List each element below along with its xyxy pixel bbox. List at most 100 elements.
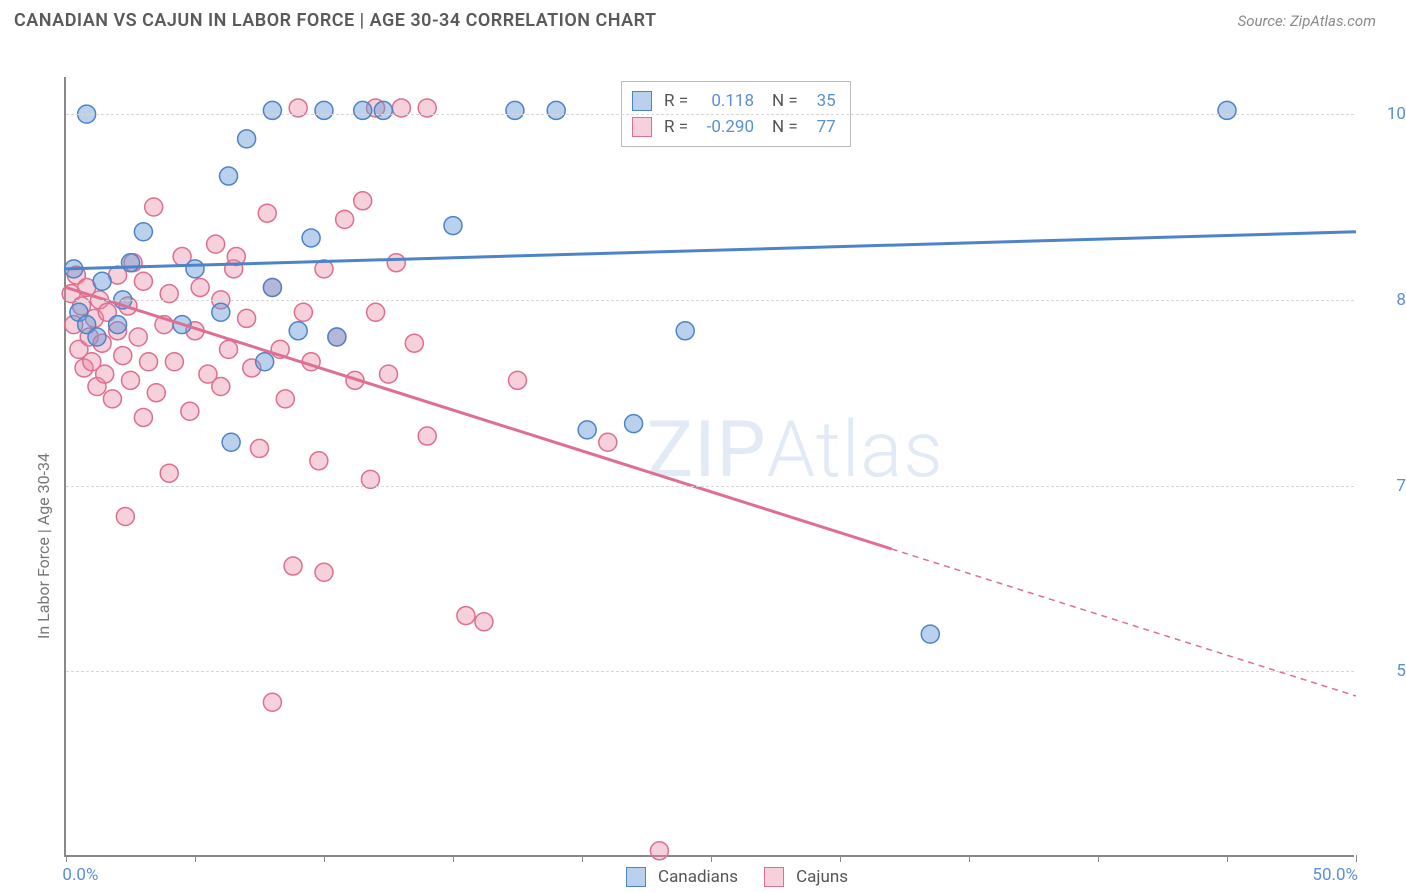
stats-row-cajuns: R = -0.290 N = 77 — [632, 114, 836, 140]
legend-swatch-canadians — [626, 867, 646, 887]
data-point-canadians — [88, 328, 106, 346]
x-tick — [66, 855, 67, 862]
data-point-canadians — [578, 421, 596, 439]
x-tick-label: 50.0% — [1312, 865, 1358, 885]
plot-area: ZIPAtlas R =0.118N =35R =-0.290N =77 Can… — [64, 77, 1354, 857]
bottom-legend: Canadians Cajuns — [626, 867, 848, 887]
data-point-cajuns — [367, 303, 385, 321]
x-tick — [840, 855, 841, 862]
x-tick — [1227, 855, 1228, 862]
data-point-canadians — [302, 229, 320, 247]
y-tick-label: 55.0% — [1396, 661, 1406, 681]
r-value-canadians: 0.118 — [696, 88, 754, 114]
n-label: N = — [772, 88, 798, 114]
source-label: Source: ZipAtlas.com — [1238, 12, 1376, 30]
n-label: N = — [772, 114, 798, 140]
data-point-cajuns — [650, 842, 668, 860]
data-point-cajuns — [134, 272, 152, 290]
x-tick — [969, 855, 970, 862]
y-tick-label: 100.0% — [1387, 104, 1406, 124]
data-point-canadians — [256, 353, 274, 371]
r-value-cajuns: -0.290 — [696, 114, 754, 140]
data-point-cajuns — [258, 204, 276, 222]
data-point-canadians — [506, 101, 524, 119]
data-point-cajuns — [220, 340, 238, 358]
data-point-canadians — [134, 223, 152, 241]
data-point-cajuns — [294, 303, 312, 321]
plot-svg — [66, 77, 1356, 857]
data-point-canadians — [109, 316, 127, 334]
data-point-cajuns — [212, 378, 230, 396]
data-point-cajuns — [238, 309, 256, 327]
data-point-cajuns — [509, 371, 527, 389]
y-tick-label: 85.0% — [1396, 290, 1406, 310]
legend-swatch-cajuns — [764, 867, 784, 887]
gridline — [66, 300, 1354, 301]
data-point-cajuns — [129, 328, 147, 346]
data-point-cajuns — [145, 198, 163, 216]
data-point-cajuns — [116, 508, 134, 526]
data-point-canadians — [315, 101, 333, 119]
data-point-canadians — [212, 303, 230, 321]
data-point-canadians — [263, 278, 281, 296]
data-point-cajuns — [263, 693, 281, 711]
data-point-canadians — [374, 101, 392, 119]
data-point-cajuns — [103, 390, 121, 408]
data-point-canadians — [222, 433, 240, 451]
data-point-canadians — [921, 625, 939, 643]
data-point-cajuns — [315, 563, 333, 581]
data-point-cajuns — [336, 210, 354, 228]
data-point-cajuns — [405, 334, 423, 352]
data-point-canadians — [444, 217, 462, 235]
data-point-cajuns — [284, 557, 302, 575]
gridline — [66, 114, 1354, 115]
data-point-cajuns — [165, 353, 183, 371]
x-tick — [195, 855, 196, 862]
data-point-canadians — [328, 328, 346, 346]
data-point-canadians — [547, 101, 565, 119]
data-point-cajuns — [160, 464, 178, 482]
data-point-canadians — [354, 101, 372, 119]
legend-item-canadians: Canadians — [626, 867, 738, 887]
x-tick — [1098, 855, 1099, 862]
data-point-canadians — [238, 130, 256, 148]
data-point-cajuns — [387, 254, 405, 272]
legend-item-cajuns: Cajuns — [764, 867, 848, 887]
regression-line-canadians — [66, 232, 1356, 269]
data-point-cajuns — [354, 192, 372, 210]
data-point-canadians — [186, 260, 204, 278]
data-point-cajuns — [207, 235, 225, 253]
data-point-cajuns — [276, 390, 294, 408]
n-value-cajuns: 77 — [806, 114, 836, 140]
gridline — [66, 671, 1354, 672]
x-tick — [582, 855, 583, 862]
data-point-cajuns — [147, 384, 165, 402]
data-point-cajuns — [599, 433, 617, 451]
data-point-canadians — [263, 101, 281, 119]
data-point-cajuns — [380, 365, 398, 383]
data-point-cajuns — [475, 613, 493, 631]
data-point-cajuns — [114, 347, 132, 365]
data-point-canadians — [289, 322, 307, 340]
data-point-canadians — [676, 322, 694, 340]
stats-row-canadians: R =0.118N =35 — [632, 88, 836, 114]
y-axis-title: In Labor Force | Age 30-34 — [34, 453, 53, 639]
data-point-cajuns — [96, 365, 114, 383]
legend-swatch-canadians — [632, 91, 652, 111]
data-point-cajuns — [181, 402, 199, 420]
data-point-cajuns — [134, 408, 152, 426]
x-tick — [324, 855, 325, 862]
data-point-canadians — [122, 254, 140, 272]
data-point-cajuns — [418, 427, 436, 445]
legend-swatch-cajuns — [632, 117, 652, 137]
gridline — [66, 486, 1354, 487]
data-point-canadians — [220, 167, 238, 185]
legend-label-cajuns: Cajuns — [796, 867, 848, 887]
regression-extrapolation-cajuns — [892, 549, 1356, 696]
data-point-canadians — [93, 272, 111, 290]
data-point-canadians — [625, 415, 643, 433]
r-label: R = — [664, 114, 688, 140]
legend-label-canadians: Canadians — [658, 867, 738, 887]
data-point-canadians — [1218, 101, 1236, 119]
x-tick — [1356, 855, 1357, 862]
